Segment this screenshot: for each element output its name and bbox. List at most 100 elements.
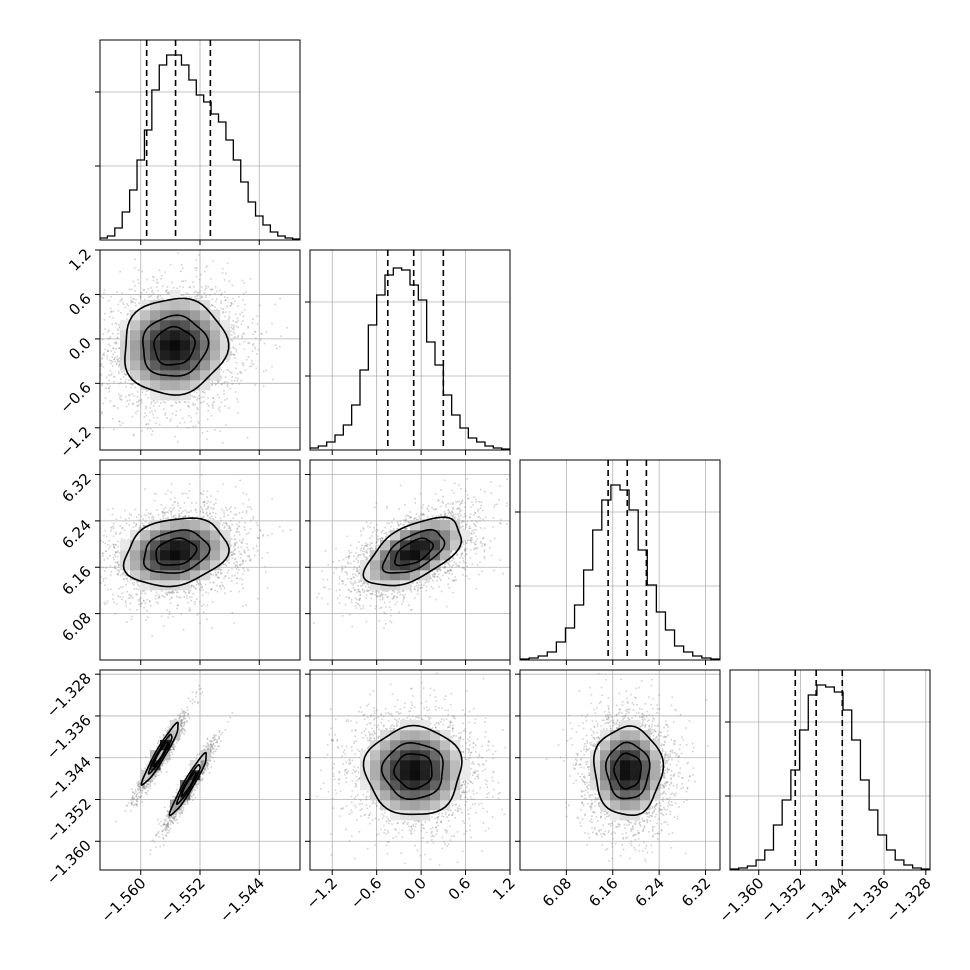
sample-point <box>65 343 67 345</box>
sample-point <box>249 528 252 530</box>
sample-point <box>112 310 115 313</box>
sample-point <box>141 391 144 394</box>
sample-point <box>131 597 134 599</box>
sample-point <box>130 301 133 304</box>
sample-point <box>257 348 260 351</box>
sample-point <box>115 543 117 546</box>
sample-point <box>249 559 251 562</box>
sample-point <box>217 381 219 384</box>
sample-point <box>207 397 209 399</box>
sample-point <box>223 515 226 518</box>
sample-point <box>188 596 191 598</box>
sample-point <box>136 609 138 611</box>
sample-point <box>223 279 226 281</box>
sample-point <box>156 400 159 403</box>
sample-point <box>121 298 123 300</box>
sample-point <box>238 533 241 536</box>
sample-point <box>145 291 148 294</box>
sample-point <box>122 303 125 306</box>
sample-point <box>49 602 51 604</box>
density-cell <box>200 300 211 311</box>
sample-point <box>201 585 204 588</box>
sample-point <box>132 584 135 586</box>
sample-point <box>266 551 269 554</box>
sample-point <box>173 286 175 289</box>
sample-point <box>112 316 114 319</box>
sample-point <box>139 524 141 527</box>
sample-point <box>195 275 198 278</box>
sample-point <box>204 296 207 299</box>
sample-point <box>205 591 207 594</box>
sample-point <box>112 522 115 525</box>
sample-point <box>230 554 233 556</box>
sample-point <box>249 559 252 562</box>
sample-point <box>215 574 218 576</box>
sample-point <box>229 353 232 356</box>
histogram-step <box>310 267 510 450</box>
sample-point <box>207 409 209 412</box>
sample-point <box>176 425 179 428</box>
sample-point <box>231 568 233 570</box>
sample-point <box>215 573 217 576</box>
sample-point <box>123 578 126 581</box>
sample-point <box>152 416 155 419</box>
sample-point <box>171 404 174 407</box>
sample-point <box>118 564 120 566</box>
sample-point <box>138 527 141 529</box>
sample-point <box>238 525 241 528</box>
sample-point <box>241 279 244 282</box>
sample-point <box>205 287 208 290</box>
sample-point <box>224 592 226 595</box>
density-cell <box>120 320 131 331</box>
sample-point <box>155 594 157 597</box>
sample-point <box>230 510 232 513</box>
sample-point <box>113 547 116 549</box>
sample-point <box>149 296 152 298</box>
sample-point <box>140 602 143 604</box>
sample-point <box>139 526 142 529</box>
sample-point <box>103 584 106 586</box>
sample-point <box>188 590 190 593</box>
sample-point <box>128 379 130 381</box>
sample-point <box>211 404 213 406</box>
sample-point <box>165 517 167 520</box>
sample-point <box>213 503 215 506</box>
sample-point <box>112 332 114 335</box>
sample-point <box>121 421 124 424</box>
sample-point <box>203 501 206 503</box>
sample-point <box>200 295 203 298</box>
sample-point <box>188 511 190 514</box>
sample-point <box>234 321 237 323</box>
sample-point <box>201 517 203 519</box>
sample-point <box>108 329 110 332</box>
sample-point <box>90 313 92 315</box>
sample-point <box>146 529 148 531</box>
sample-point <box>177 440 179 443</box>
sample-point <box>242 567 245 570</box>
sample-point <box>148 516 150 519</box>
sample-point <box>223 399 226 401</box>
sample-point <box>125 318 128 320</box>
sample-point <box>201 594 204 596</box>
sample-point <box>207 500 209 503</box>
sample-point <box>116 360 119 363</box>
sample-point <box>222 308 225 310</box>
sample-point <box>233 332 236 335</box>
sample-point <box>200 396 203 399</box>
sample-point <box>200 296 203 299</box>
density-cell <box>160 310 171 321</box>
sample-point <box>131 298 134 300</box>
sample-point <box>127 394 130 397</box>
sample-point <box>194 295 197 298</box>
sample-point <box>203 270 206 273</box>
sample-point <box>225 424 227 426</box>
sample-point <box>108 379 111 382</box>
sample-point <box>135 412 137 414</box>
sample-point <box>117 560 120 563</box>
sample-point <box>168 598 171 601</box>
sample-point <box>206 430 209 433</box>
sample-point <box>197 292 200 294</box>
sample-point <box>105 602 108 604</box>
sample-point <box>144 412 147 415</box>
sample-point <box>160 278 162 280</box>
